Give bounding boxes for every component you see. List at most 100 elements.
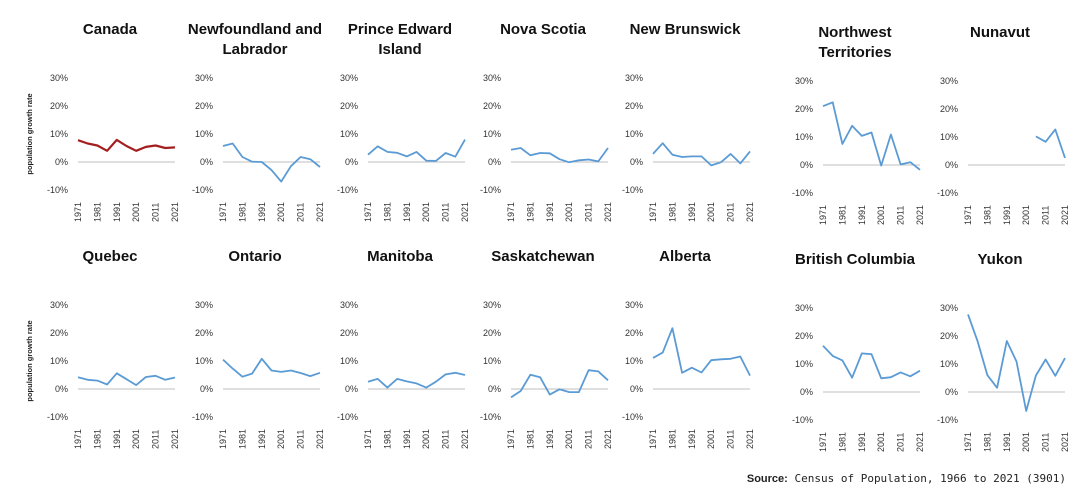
y-tick-label: -10% [337, 412, 358, 422]
x-tick-label: 1991 [402, 202, 412, 222]
data-point [77, 376, 79, 378]
data-point [1054, 128, 1056, 130]
x-tick-label: 1991 [1002, 205, 1012, 225]
data-point [558, 388, 560, 390]
panel: 30% 20% 10% 0% -10% 1971 1981 1991 2001 2011 2021 … [185, 20, 325, 235]
y-tick-label: 20% [940, 104, 958, 114]
data-point [96, 144, 98, 146]
data-point [444, 373, 446, 375]
data-point [435, 160, 437, 162]
panel: 30% 20% 10% 0% -10% 1971 1981 1991 2001 2011 2021 … [615, 247, 755, 462]
data-point [710, 164, 712, 166]
y-tick-label: 10% [340, 356, 358, 366]
panel: 30% 20% 10% 0% -10% 1971 1981 1991 2001 2011 2021 … [330, 247, 470, 462]
series-line [367, 139, 466, 162]
x-tick-label: 1981 [667, 429, 677, 449]
data-point [899, 163, 901, 165]
data-point [549, 393, 551, 395]
data-point [520, 147, 522, 149]
x-tick-label: 1971 [73, 429, 83, 449]
x-tick-label: 1981 [92, 429, 102, 449]
line-chart: 30% 20% 10% 0% -10% 1971 1981 1991 2001 2011 2021 [622, 300, 755, 449]
y-tick-label: 30% [940, 76, 958, 86]
data-point [587, 158, 589, 160]
series-line [77, 138, 176, 152]
x-tick-label: 1981 [382, 202, 392, 222]
line-chart: 30% 20% 10% 0% -10% 1971 1981 1991 2001 2011 2021 [192, 300, 325, 449]
panel: 30% 20% 10% 0% -10% 1971 1981 1991 2001 2011 2021 … [473, 20, 613, 235]
data-point [164, 147, 166, 149]
x-tick-label: 2011 [726, 203, 736, 222]
x-tick-label: 2011 [584, 203, 594, 222]
data-point [671, 154, 673, 156]
series-line [367, 371, 466, 389]
x-tick-label: 2001 [276, 429, 286, 449]
y-tick-label: -10% [192, 185, 213, 195]
x-tick-label: 2001 [421, 202, 431, 222]
data-point [749, 374, 751, 376]
data-point [851, 377, 853, 379]
panel-title: Yukon [977, 251, 1023, 268]
x-tick-label: 2011 [296, 430, 306, 449]
series-line [510, 147, 609, 164]
line-chart: 30% 20% 10% 0% -10% 1971 1981 1991 2001 2011 2021 [622, 73, 755, 222]
data-point [164, 379, 166, 381]
data-point [832, 355, 834, 357]
x-tick-label: 2021 [915, 205, 925, 225]
x-tick-label: 2021 [1060, 205, 1070, 225]
x-tick-label: 1981 [837, 205, 847, 225]
y-tick-label: 30% [340, 73, 358, 83]
y-tick-label: 30% [195, 73, 213, 83]
data-point [280, 371, 282, 373]
x-tick-label: 2011 [441, 430, 451, 449]
x-tick-label: 2011 [1041, 433, 1051, 452]
line-chart: 30% 20% 10% 0% -10% 1971 1981 1991 2001 2011 2021 p… [25, 73, 180, 222]
y-tick-label: -10% [622, 185, 643, 195]
x-tick-label: 2021 [915, 432, 925, 452]
panel-title: Alberta [659, 248, 711, 265]
data-point [251, 372, 253, 374]
data-point [270, 369, 272, 371]
x-tick-label: 1991 [1002, 432, 1012, 452]
y-tick-label: 30% [940, 303, 958, 313]
series-line [652, 327, 751, 377]
data-point [851, 125, 853, 127]
x-tick-label: 2021 [170, 429, 180, 449]
x-tick-label: 2001 [1021, 432, 1031, 452]
x-tick-label: 1981 [837, 432, 847, 452]
y-tick-label: 10% [940, 359, 958, 369]
data-point [691, 367, 693, 369]
x-tick-label: 2001 [706, 202, 716, 222]
data-point [870, 131, 872, 133]
y-tick-label: 10% [795, 359, 813, 369]
data-point [520, 390, 522, 392]
y-tick-label: -10% [480, 412, 501, 422]
x-tick-label: 1991 [545, 429, 555, 449]
line-chart: 30% 20% 10% 0% -10% 1971 1981 1991 2001 2011 2021 [480, 73, 613, 222]
data-point [1015, 360, 1017, 362]
x-tick-label: 1971 [218, 202, 228, 222]
data-point [681, 156, 683, 158]
data-point [861, 135, 863, 137]
x-tick-label: 2021 [745, 429, 755, 449]
y-tick-label: 20% [940, 331, 958, 341]
data-point [406, 380, 408, 382]
data-point [261, 161, 263, 163]
data-point [880, 377, 882, 379]
x-tick-label: 1991 [857, 205, 867, 225]
panel: 30% 20% 10% 0% -10% 1971 1981 1991 2001 2011 2021 … [473, 247, 613, 462]
data-point [280, 180, 282, 182]
x-tick-label: 2021 [460, 429, 470, 449]
y-tick-label: 20% [195, 328, 213, 338]
x-tick-label: 1991 [112, 202, 122, 222]
y-tick-label: 10% [625, 129, 643, 139]
data-point [309, 158, 311, 160]
data-point [454, 372, 456, 374]
data-point [309, 375, 311, 377]
x-tick-label: 1971 [648, 202, 658, 222]
x-tick-label: 2001 [706, 429, 716, 449]
data-point [919, 169, 921, 171]
data-point [662, 351, 664, 353]
data-point [232, 367, 234, 369]
data-point [87, 379, 89, 381]
